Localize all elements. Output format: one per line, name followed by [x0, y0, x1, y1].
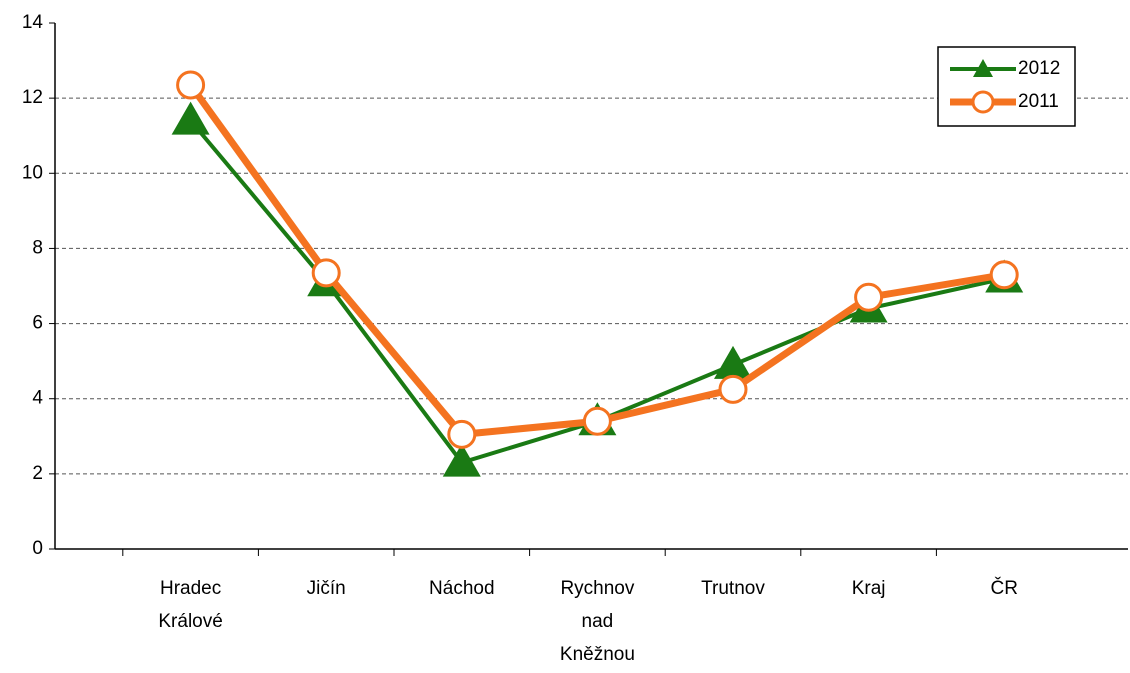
marker — [176, 70, 206, 100]
y-tick-label: 12 — [22, 87, 43, 108]
marker — [447, 419, 477, 449]
series-line — [187, 82, 1005, 439]
y-tick-label: 2 — [32, 463, 43, 484]
legend-label: 2012 — [1018, 58, 1060, 79]
x-tick-label: Hradec Králové — [158, 578, 222, 632]
x-tick-label: ČR — [990, 577, 1017, 599]
marker — [718, 374, 748, 404]
x-tick-label: Trutnov — [701, 578, 765, 599]
y-tick-label: 4 — [32, 388, 43, 409]
legend-marker — [971, 90, 995, 114]
marker — [714, 345, 752, 379]
legend-box — [937, 46, 1076, 127]
y-tick-label: 14 — [22, 12, 44, 33]
y-tick-label: 8 — [32, 237, 43, 258]
x-tick-label: Kraj — [852, 578, 886, 599]
x-tick-label: Náchod — [429, 578, 495, 599]
y-tick-label: 0 — [32, 538, 43, 559]
legend-label: 2011 — [1018, 91, 1059, 112]
y-tick-label: 10 — [22, 162, 43, 183]
marker — [582, 406, 612, 436]
marker — [442, 443, 481, 477]
marker — [311, 258, 341, 288]
y-tick-label: 6 — [32, 313, 43, 334]
x-tick-label: Rychnov nad Kněžnou — [560, 578, 635, 665]
legend-marker — [973, 59, 993, 77]
x-tick-label: Jičín — [307, 578, 346, 599]
marker — [989, 260, 1019, 290]
marker — [171, 101, 210, 135]
marker — [854, 282, 884, 312]
